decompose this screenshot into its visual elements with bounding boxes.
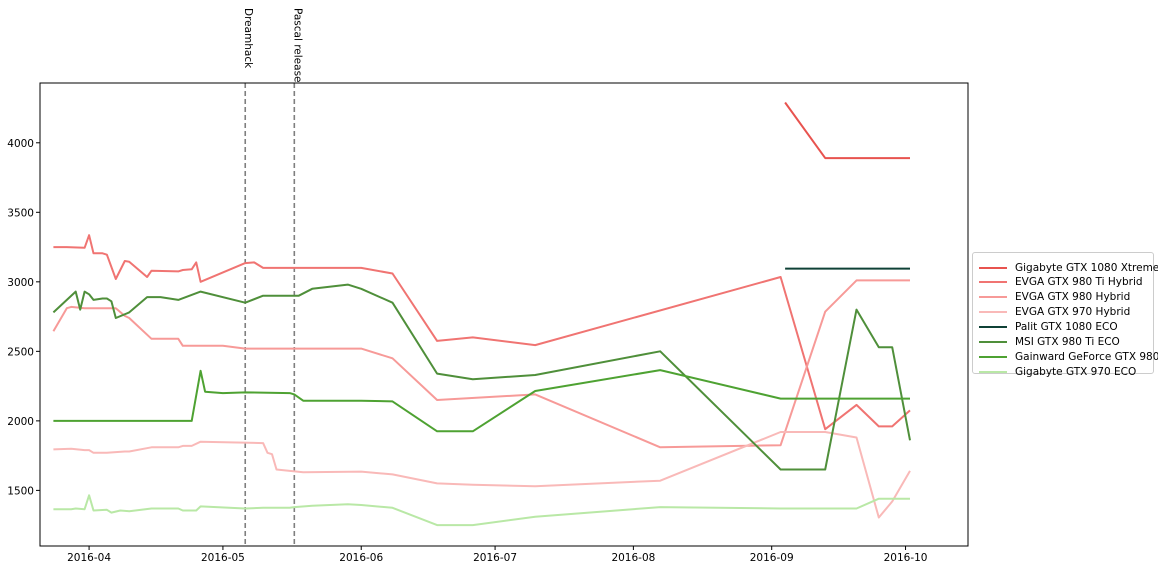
legend-label: EVGA GTX 970 Hybrid bbox=[1015, 306, 1131, 319]
series-line bbox=[53, 494, 910, 527]
legend-label: EVGA GTX 980 Hybrid bbox=[1015, 291, 1131, 304]
legend-label: Palit GTX 1080 ECO bbox=[1015, 321, 1118, 334]
legend-swatch bbox=[979, 370, 1007, 373]
plot-frame bbox=[39, 82, 969, 547]
series-layer bbox=[52, 101, 911, 527]
legend-swatch bbox=[979, 341, 1007, 343]
y-tick-label: 2500 bbox=[7, 346, 34, 358]
annotation-label: Pascal release bbox=[291, 8, 303, 83]
legend-item: Gainward GeForce GTX 980 bbox=[979, 349, 1158, 364]
x-tick-label: 2016-10 bbox=[884, 552, 928, 564]
legend-swatch bbox=[979, 326, 1007, 329]
series-line bbox=[53, 369, 910, 433]
series-line bbox=[53, 431, 911, 519]
legend-swatch bbox=[979, 281, 1007, 284]
legend: Gigabyte GTX 1080 Xtreme EVGA GTX 980 Ti … bbox=[972, 252, 1158, 378]
legend-label: Gainward GeForce GTX 980 bbox=[1015, 350, 1158, 363]
y-tick-label: 2000 bbox=[7, 416, 34, 428]
legend-swatch bbox=[979, 266, 1007, 269]
legend-item: EVGA GTX 970 Hybrid bbox=[979, 305, 1130, 320]
series-line bbox=[53, 234, 911, 431]
legend-label: MSI GTX 980 Ti ECO bbox=[1015, 336, 1120, 348]
y-tick-label: 3000 bbox=[7, 277, 34, 289]
legend-item: Gigabyte GTX 970 ECO bbox=[979, 364, 1136, 379]
legend-item: EVGA GTX 980 Ti Hybrid bbox=[979, 275, 1143, 290]
legend-label: Gigabyte GTX 1080 Xtreme bbox=[1015, 261, 1158, 274]
legend-item: MSI GTX 980 Ti ECO bbox=[979, 335, 1120, 350]
legend-swatch bbox=[979, 355, 1007, 358]
legend-item: Palit GTX 1080 ECO bbox=[979, 320, 1118, 335]
series-line bbox=[52, 283, 911, 471]
x-tick-label: 2016-08 bbox=[611, 552, 655, 564]
y-tick-label: 4000 bbox=[7, 138, 34, 150]
x-axis: 2016-04 2016-05 2016-06 2016-07 2016-08 2016-… bbox=[67, 546, 927, 564]
legend-label: Gigabyte GTX 970 ECO bbox=[1015, 365, 1137, 378]
x-tick-label: 2016-06 bbox=[339, 552, 383, 564]
legend-label: EVGA GTX 980 Ti Hybrid bbox=[1015, 276, 1143, 289]
legend-item: EVGA GTX 980 Hybrid bbox=[979, 290, 1130, 305]
annotation-layer: Dreamhack Pascal release bbox=[242, 8, 303, 546]
legend-swatch bbox=[979, 311, 1007, 314]
y-axis: 1500 2000 2500 3000 3500 4000 bbox=[7, 138, 40, 497]
x-tick-label: 2016-05 bbox=[201, 552, 245, 564]
x-tick-label: 2016-04 bbox=[67, 552, 111, 564]
y-tick-label: 1500 bbox=[7, 485, 34, 497]
annotation-label: Dreamhack bbox=[242, 8, 254, 69]
series-line bbox=[52, 279, 910, 449]
legend-item: Gigabyte GTX 1080 Xtreme bbox=[979, 260, 1158, 275]
y-tick-label: 3500 bbox=[7, 207, 34, 219]
series-line bbox=[784, 101, 910, 160]
x-tick-label: 2016-07 bbox=[473, 552, 517, 564]
x-tick-label: 2016-09 bbox=[750, 552, 794, 564]
legend-swatch bbox=[979, 296, 1007, 299]
